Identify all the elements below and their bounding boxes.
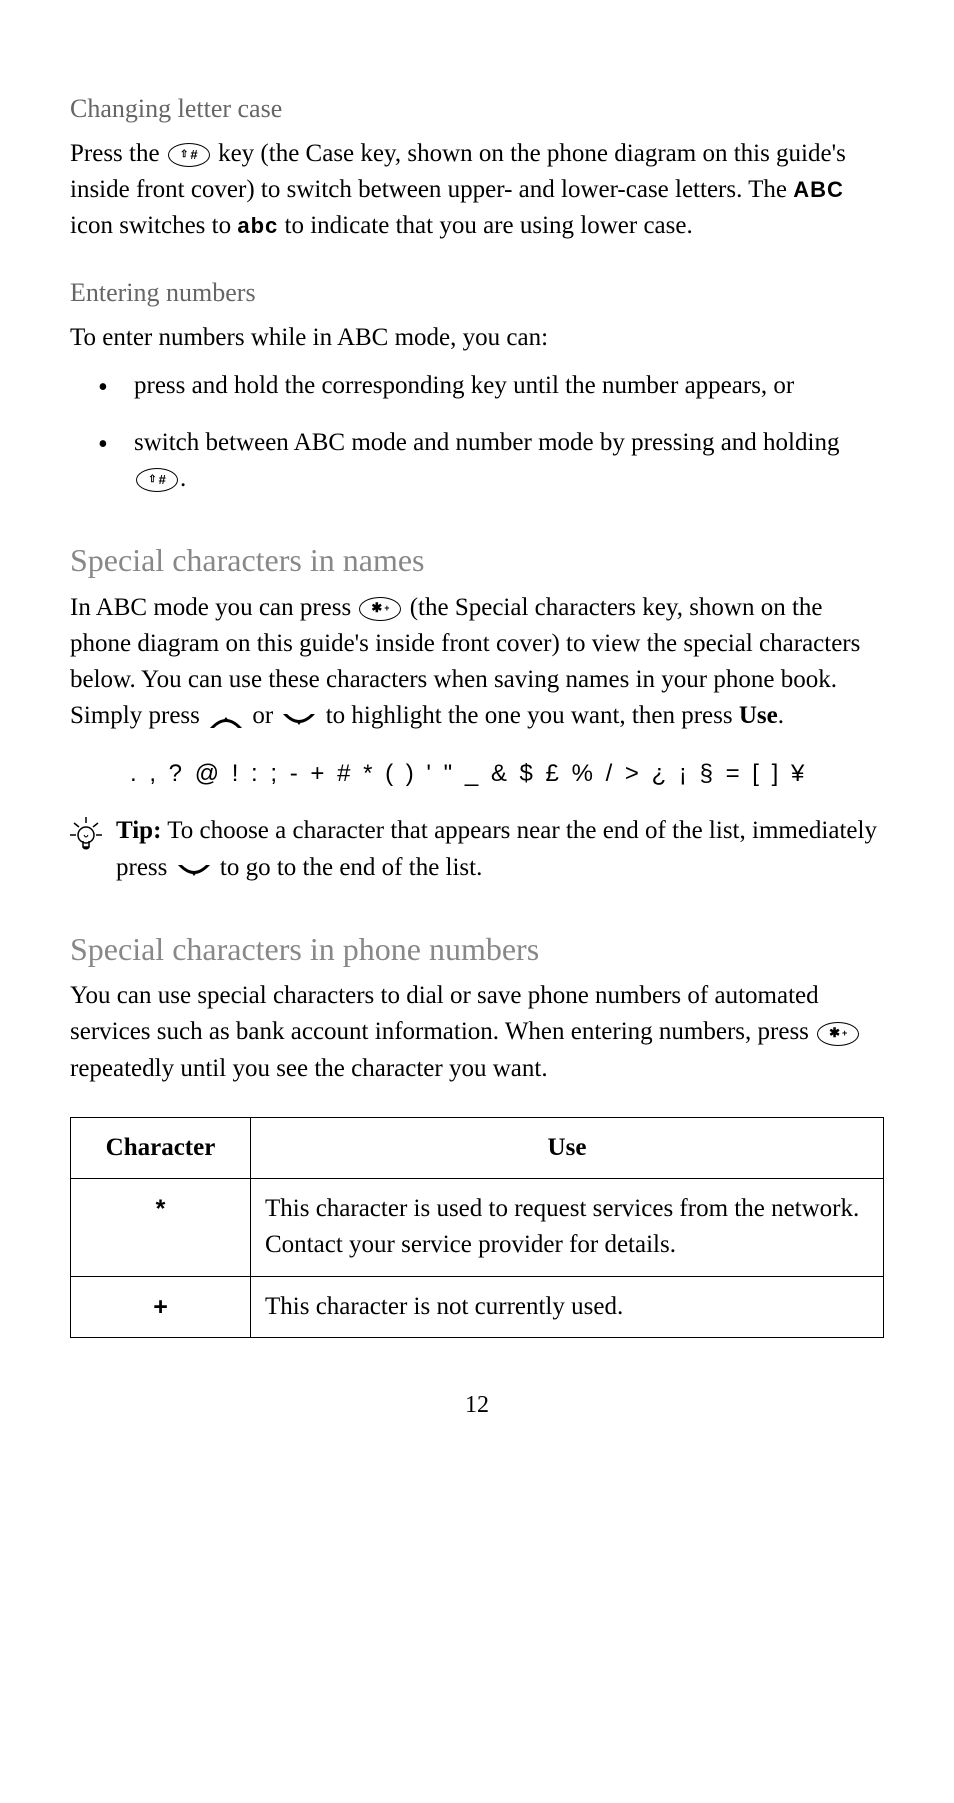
- section-subtitle-changing-case: Changing letter case: [70, 90, 884, 128]
- table-cell-char: +: [71, 1276, 251, 1337]
- paragraph-special-phone: You can use special characters to dial o…: [70, 978, 884, 1087]
- list-item: switch between ABC mode and number mode …: [110, 425, 884, 498]
- list-item: press and hold the corresponding key unt…: [110, 368, 884, 404]
- table-cell-use: This character is used to request servic…: [251, 1179, 884, 1277]
- abc-lower-icon: abc: [237, 213, 278, 238]
- star-key-icon: ✱+: [359, 597, 401, 621]
- table-cell-use: This character is not currently used.: [251, 1276, 884, 1337]
- text-fragment: switch between ABC mode and number mode …: [134, 429, 839, 456]
- page-number: 12: [70, 1388, 884, 1423]
- table-header-row: Character Use: [71, 1117, 884, 1178]
- text-fragment: In ABC mode you can press: [70, 594, 357, 621]
- use-label: Use: [739, 702, 778, 729]
- table-row: * This character is used to request serv…: [71, 1179, 884, 1277]
- table-header-use: Use: [251, 1117, 884, 1178]
- text-fragment: to go to the end of the list.: [220, 854, 482, 881]
- paragraph-changing-case: Press the ⇧# key (the Case key, shown on…: [70, 136, 884, 245]
- section-subtitle-entering-numbers: Entering numbers: [70, 274, 884, 312]
- special-character-list: . , ? @ ! : ; - + # * ( ) ' " _ & $ £ % …: [130, 757, 884, 792]
- text-fragment: to indicate that you are using lower cas…: [285, 212, 693, 239]
- tip-block: Tip: To choose a character that appears …: [70, 813, 884, 886]
- paragraph-entering-numbers-intro: To enter numbers while in ABC mode, you …: [70, 320, 884, 356]
- table-row: + This character is not currently used.: [71, 1276, 884, 1337]
- text-fragment: icon switches to: [70, 212, 237, 239]
- hash-key-icon: ⇧#: [168, 143, 210, 167]
- text-fragment: to highlight the one you want, then pres…: [326, 702, 739, 729]
- text-fragment: repeatedly until you see the character y…: [70, 1055, 548, 1082]
- table-cell-char: *: [71, 1179, 251, 1277]
- star-key-icon: ✱+: [817, 1022, 859, 1046]
- bullet-list: press and hold the corresponding key unt…: [70, 368, 884, 497]
- lightbulb-icon: [70, 817, 102, 860]
- section-title-special-phone: Special characters in phone numbers: [70, 926, 884, 972]
- nav-down-icon: [281, 707, 317, 729]
- text-fragment: You can use special characters to dial o…: [70, 982, 819, 1045]
- tip-text: Tip: To choose a character that appears …: [116, 813, 884, 886]
- text-fragment: Press the: [70, 140, 166, 167]
- nav-down-icon: [176, 858, 212, 880]
- table-header-character: Character: [71, 1117, 251, 1178]
- tip-label: Tip:: [116, 817, 161, 844]
- nav-up-icon: [208, 707, 244, 729]
- text-fragment: .: [778, 702, 784, 729]
- section-title-special-names: Special characters in names: [70, 537, 884, 583]
- hash-key-icon: ⇧#: [136, 468, 178, 492]
- paragraph-special-names: In ABC mode you can press ✱+ (the Specia…: [70, 590, 884, 735]
- text-fragment: or: [252, 702, 279, 729]
- abc-upper-icon: ABC: [793, 177, 844, 202]
- character-table: Character Use * This character is used t…: [70, 1117, 884, 1338]
